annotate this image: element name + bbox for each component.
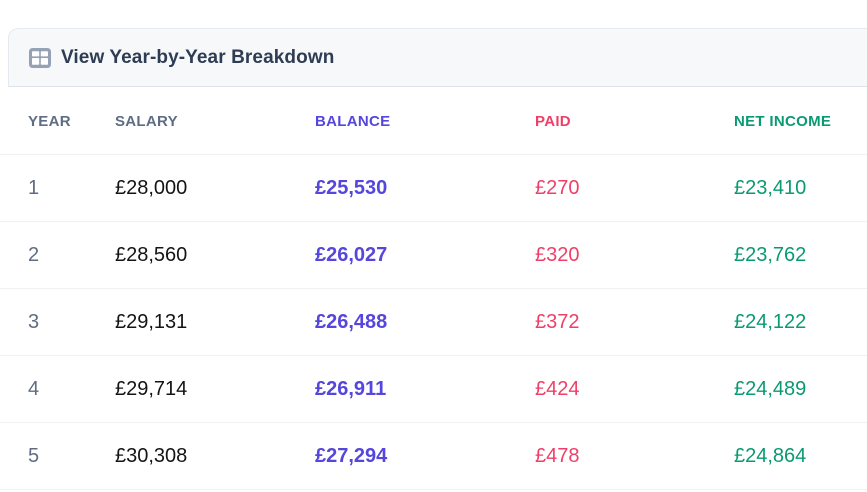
section-title: View Year-by-Year Breakdown	[61, 46, 335, 68]
net-income-cell: £23,762	[734, 243, 807, 266]
column-header-balance: BALANCE	[315, 112, 391, 130]
balance-cell: £26,488	[315, 310, 388, 333]
breakdown-section-toggle[interactable]: View Year-by-Year Breakdown	[8, 28, 867, 87]
year-cell: 4	[28, 377, 40, 400]
net-income-cell: £24,864	[734, 444, 807, 467]
salary-cell: £30,308	[115, 444, 188, 467]
table-row: 4 £29,714 £26,911 £424 £24,489	[0, 356, 867, 423]
column-header-salary: SALARY	[115, 112, 178, 130]
column-header-year: YEAR	[28, 112, 71, 130]
year-cell: 2	[28, 243, 40, 266]
salary-cell: £28,560	[115, 243, 188, 266]
paid-cell: £478	[535, 444, 580, 467]
table-grid-icon	[29, 47, 51, 68]
salary-cell: £29,714	[115, 377, 188, 400]
table-row: 2 £28,560 £26,027 £320 £23,762	[0, 222, 867, 289]
paid-cell: £424	[535, 377, 580, 400]
paid-cell: £320	[535, 243, 580, 266]
balance-cell: £25,530	[315, 176, 388, 199]
salary-cell: £28,000	[115, 176, 188, 199]
balance-cell: £26,911	[315, 377, 387, 400]
year-cell: 1	[28, 176, 40, 199]
column-header-paid: PAID	[535, 112, 571, 130]
net-income-cell: £23,410	[734, 176, 807, 199]
salary-cell: £29,131	[115, 310, 188, 333]
column-header-net-income: NET INCOME	[734, 112, 832, 130]
breakdown-table: YEAR SALARY BALANCE PAID NET INCOME 1 £2…	[0, 88, 867, 490]
year-cell: 3	[28, 310, 40, 333]
paid-cell: £372	[535, 310, 580, 333]
net-income-cell: £24,122	[734, 310, 807, 333]
paid-cell: £270	[535, 176, 580, 199]
net-income-cell: £24,489	[734, 377, 807, 400]
balance-cell: £27,294	[315, 444, 388, 467]
table-header-row: YEAR SALARY BALANCE PAID NET INCOME	[0, 88, 867, 155]
table-row: 5 £30,308 £27,294 £478 £24,864	[0, 423, 867, 490]
table-row: 1 £28,000 £25,530 £270 £23,410	[0, 155, 867, 222]
balance-cell: £26,027	[315, 243, 388, 266]
table-row: 3 £29,131 £26,488 £372 £24,122	[0, 289, 867, 356]
year-cell: 5	[28, 444, 40, 467]
